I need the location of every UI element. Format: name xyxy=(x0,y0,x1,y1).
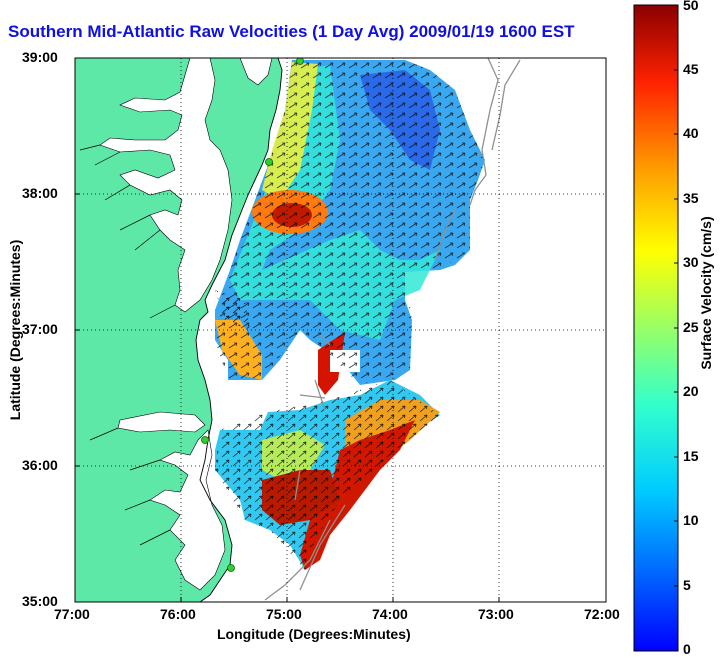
colorbar-tick-label: 45 xyxy=(683,61,699,77)
y-tick-label: 38:00 xyxy=(22,185,58,201)
x-tick-label: 74:00 xyxy=(372,606,408,622)
station-marker xyxy=(296,58,304,65)
y-tick-label: 37:00 xyxy=(22,321,58,337)
y-tick-label: 39:00 xyxy=(22,49,58,65)
x-tick-label: 72:00 xyxy=(584,606,620,622)
y-axis-title: Latitude (Degrees:Minutes) xyxy=(7,239,23,421)
x-tick-label: 77:00 xyxy=(54,606,90,622)
colorbar-tick-label: 35 xyxy=(683,190,699,206)
colorbar xyxy=(633,4,679,652)
colorbar-tick-label: 25 xyxy=(683,319,699,335)
station-marker xyxy=(227,564,235,572)
delaware-bay xyxy=(239,58,273,86)
colorbar-tick-label: 30 xyxy=(683,254,699,270)
x-axis-title: Longitude (Degrees:Minutes) xyxy=(217,626,411,642)
y-tick-label: 35:00 xyxy=(22,593,58,609)
grid-lines xyxy=(75,58,606,602)
velocity-vectors-north xyxy=(215,60,485,385)
colorbar-tick-label: 0 xyxy=(683,641,691,657)
chesapeake-bay xyxy=(99,58,233,313)
x-tick-label: 73:00 xyxy=(478,606,514,622)
station-marker xyxy=(265,158,273,166)
colorbar-ticks xyxy=(674,69,678,587)
station-marker xyxy=(201,436,209,444)
velocity-vectors-shoal xyxy=(215,290,250,330)
y-tick-label: 36:00 xyxy=(22,457,58,473)
figure-title: Southern Mid-Atlantic Raw Velocities (1 … xyxy=(8,22,575,41)
colorbar-tick-label: 20 xyxy=(683,383,699,399)
colorbar-tick-label: 40 xyxy=(683,125,699,141)
radar-stations xyxy=(201,58,304,572)
coastline xyxy=(195,58,283,602)
colorbar-tick-label: 10 xyxy=(683,512,699,528)
velocity-vectors-south xyxy=(215,380,440,570)
colorbar-tick-label: 5 xyxy=(683,577,691,593)
axis-ticks xyxy=(75,193,500,602)
river-tributaries xyxy=(79,144,176,546)
albemarle-sound xyxy=(117,411,206,433)
x-tick-label: 76:00 xyxy=(160,606,196,622)
colorbar-title: Surface Velocity (cm/s) xyxy=(698,216,714,370)
bathymetry-contours xyxy=(264,58,521,601)
x-tick-label: 75:00 xyxy=(266,606,302,622)
colorbar-tick-label: 15 xyxy=(683,448,699,464)
colorbar-tick-label: 50 xyxy=(683,0,699,13)
